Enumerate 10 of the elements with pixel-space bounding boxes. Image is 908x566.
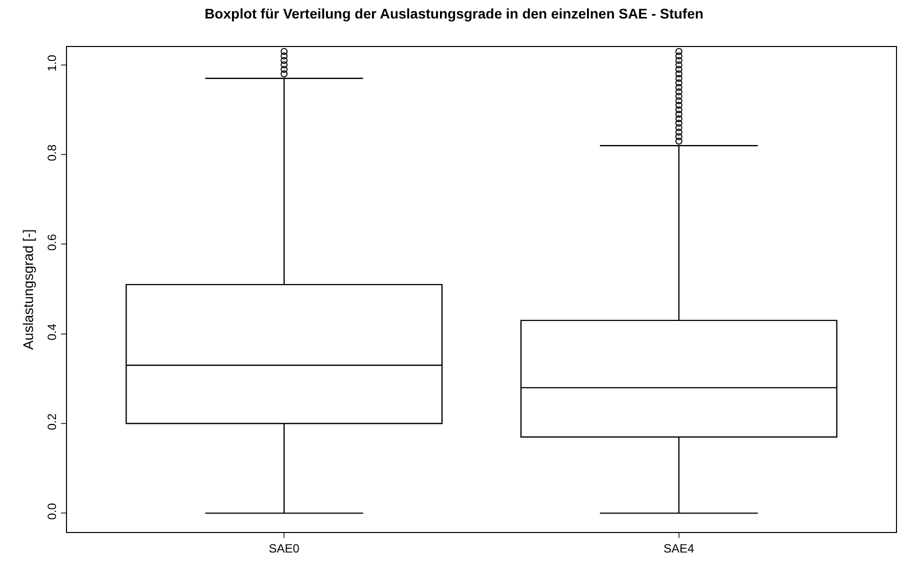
chart-title: Boxplot für Verteilung der Auslastungsgrade in den einzelnen SAE - Stufen (204, 5, 704, 22)
y-axis-title: Auslastungsgrad [-] (20, 229, 36, 350)
y-tick-label: 0.0 (45, 502, 60, 520)
x-tick-label: SAE4 (664, 541, 695, 556)
x-tick-label: SAE0 (268, 541, 300, 556)
y-tick-label: 1.0 (45, 54, 60, 72)
y-tick-label: 0.4 (45, 323, 60, 340)
y-tick-label: 0.6 (45, 234, 60, 251)
y-tick-label: 0.8 (45, 144, 60, 162)
y-tick-label: 0.2 (45, 413, 60, 430)
